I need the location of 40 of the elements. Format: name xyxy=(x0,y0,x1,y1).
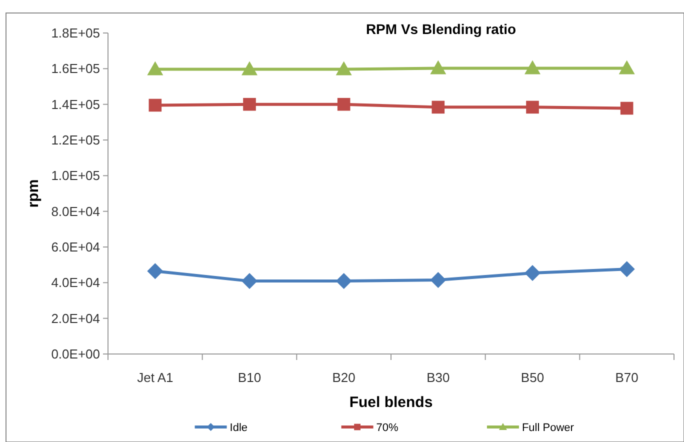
point xyxy=(336,273,352,290)
point xyxy=(242,273,258,290)
legend-label: Full Power xyxy=(522,422,574,434)
y-tick-label: 2.0E+04 xyxy=(51,310,100,326)
point xyxy=(337,98,350,111)
y-tick-label: 1.2E+05 xyxy=(51,132,100,148)
legend-label: 70% xyxy=(376,422,399,434)
point xyxy=(242,61,258,76)
point xyxy=(618,261,635,278)
point xyxy=(524,60,540,74)
point xyxy=(148,98,162,112)
y-tick-label: 6.0E+04 xyxy=(51,240,100,255)
point xyxy=(432,100,445,114)
point xyxy=(430,60,446,74)
x-tick-label: B50 xyxy=(520,370,544,385)
point xyxy=(147,61,164,76)
point xyxy=(620,102,634,115)
x-tick-label: B30 xyxy=(426,370,450,385)
chart-title: RPM Vs Blending ratio xyxy=(366,21,516,37)
legend-label: Idle xyxy=(230,422,248,434)
point xyxy=(618,60,635,74)
x-tick-label: B70 xyxy=(615,370,638,385)
x-tick-label: Jet A1 xyxy=(137,370,174,385)
y-tick-label: 8.0E+04 xyxy=(51,204,100,219)
y-tick-label: 1.6E+05 xyxy=(51,61,100,76)
point xyxy=(243,98,256,111)
x-tick-label: B20 xyxy=(332,370,356,385)
y-tick-label: 4.0E+04 xyxy=(51,275,100,290)
x-tick-label: B10 xyxy=(238,370,262,385)
y-tick-label: 1.8E+05 xyxy=(51,26,100,41)
point xyxy=(524,265,540,282)
x-axis-title: Fuel blends xyxy=(349,394,433,411)
point xyxy=(147,263,164,280)
point xyxy=(336,61,352,76)
point xyxy=(526,100,539,114)
y-tick-label: 0.0E+00 xyxy=(51,346,100,362)
y-axis-title: rpm xyxy=(25,179,42,208)
y-tick-label: 1.4E+05 xyxy=(51,96,100,112)
y-tick-label: 1.0E+05 xyxy=(51,168,100,184)
point xyxy=(430,272,446,288)
